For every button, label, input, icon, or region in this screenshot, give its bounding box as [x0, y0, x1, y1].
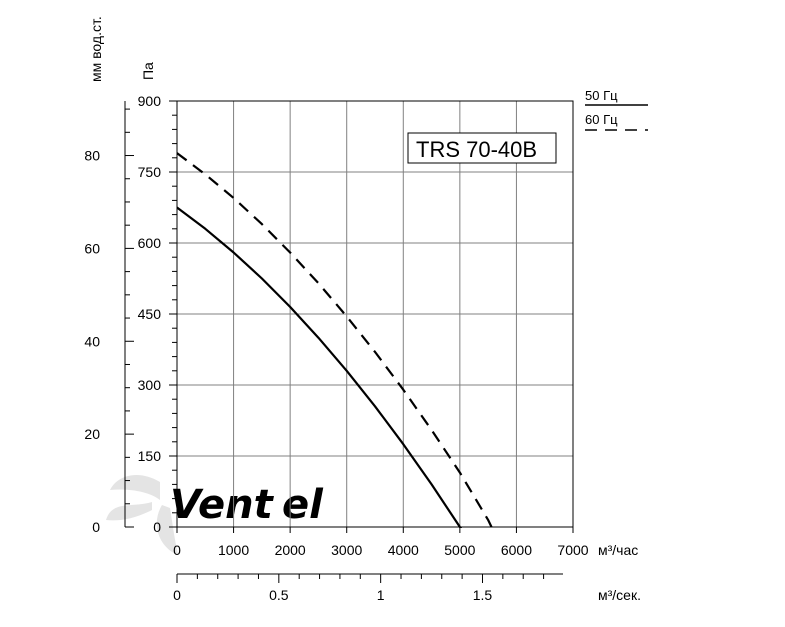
model-label: TRS 70-40B [416, 137, 537, 162]
mm-tick-label: 40 [84, 333, 100, 349]
pa-axis-minor-ticks [172, 114, 177, 514]
m3s-tick-label: 0.5 [269, 587, 289, 603]
pa-axis-tick-labels: 0 150 300 450 600 750 900 [138, 93, 177, 535]
mm-tick-label: 0 [92, 519, 100, 535]
pa-tick-label: 0 [153, 519, 161, 535]
m3h-axis-title: м³/час [598, 542, 638, 558]
mm-tick-label: 20 [84, 426, 100, 442]
legend-label-50hz: 50 Гц [585, 88, 618, 103]
legend: 50 Гц 60 Гц [585, 88, 648, 131]
fan-blade-watermark-icon [106, 475, 178, 555]
mm-axis-ticks [125, 108, 134, 528]
pa-tick-label: 900 [138, 93, 162, 109]
legend-label-60hz: 60 Гц [585, 112, 618, 127]
curve-60hz-dashed [177, 152, 494, 528]
m3h-tick-label: 4000 [388, 542, 419, 558]
m3h-tick-label: 7000 [557, 542, 588, 558]
curves [177, 152, 494, 528]
m3s-tick-label: 0 [173, 587, 181, 603]
m3h-tick-label: 2000 [275, 542, 306, 558]
watermark: Vent el [106, 475, 324, 555]
m3h-tick-label: 1000 [218, 542, 249, 558]
m3h-tick-label: 5000 [444, 542, 475, 558]
m3h-tick-label: 6000 [501, 542, 532, 558]
watermark-text-main: Vent [170, 482, 275, 528]
m3h-axis-tick-labels: 0 1000 2000 3000 4000 5000 6000 7000 [173, 542, 589, 558]
m3h-tick-label: 3000 [331, 542, 362, 558]
model-label-box: TRS 70-40B [407, 132, 557, 164]
m3s-axis-tick-labels: 0 0.5 1 1.5 [173, 587, 492, 603]
m3h-tick-label: 0 [173, 542, 181, 558]
mm-axis-tick-labels: 0 20 40 60 80 [84, 148, 100, 535]
mm-tick-label: 60 [84, 240, 100, 256]
watermark-text-accent: el [282, 482, 324, 528]
curve-50hz-solid [177, 206, 463, 528]
mm-tick-label: 80 [84, 148, 100, 164]
mm-axis-title: мм вод.ст. [88, 16, 104, 82]
pa-tick-label: 450 [138, 306, 162, 322]
m3s-tick-label: 1.5 [473, 587, 493, 603]
pa-tick-label: 300 [138, 377, 162, 393]
m3h-axis-ticks [176, 527, 574, 533]
pa-axis-title: Па [140, 62, 156, 80]
grid [177, 101, 573, 527]
m3s-axis-title: м³/сек. [598, 587, 641, 603]
pa-tick-label: 750 [138, 164, 162, 180]
pa-tick-label: 600 [138, 235, 162, 251]
m3s-axis-ticks [176, 574, 545, 583]
pa-tick-label: 150 [138, 448, 162, 464]
m3s-tick-label: 1 [377, 587, 385, 603]
